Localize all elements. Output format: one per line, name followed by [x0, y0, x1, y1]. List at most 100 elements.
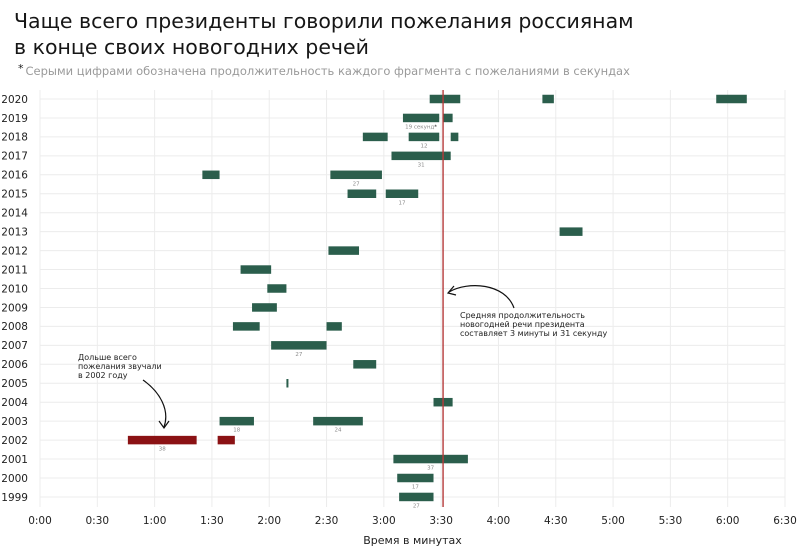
y-axis-tick-labels: 2020 2019 2018 2017 2016 2015 2014 2013 2012 2011… — [1, 94, 28, 504]
bar-2006-21 — [353, 360, 377, 369]
subtitle-text: Серыми цифрами обозначена продолжительно… — [25, 64, 630, 78]
bar-2020-2 — [716, 94, 747, 104]
duration-label-2017-8: 31 — [418, 162, 425, 168]
x-tick-13: 6:30 — [773, 515, 797, 527]
y-tick-2019: 2019 — [1, 113, 28, 125]
bar-2011-15 — [240, 265, 272, 274]
x-tick-3: 1:30 — [200, 515, 224, 527]
y-tick-2009: 2009 — [1, 302, 28, 314]
y-tick-2003: 2003 — [1, 416, 28, 428]
x-tick-2: 1:00 — [143, 515, 167, 527]
bar-2020-1 — [542, 94, 554, 104]
y-tick-2000: 2000 — [1, 473, 28, 485]
y-tick-2018: 2018 — [1, 132, 28, 144]
duration-label-2018-6: 12 — [420, 143, 427, 149]
x-tick-0: 0:00 — [28, 515, 52, 527]
chart-title-line-1: Чаще всего президенты говорили пожелания… — [14, 9, 634, 33]
y-tick-2011: 2011 — [1, 264, 28, 276]
bar-2002-27 — [217, 435, 235, 445]
annotation-2002-line-2: пожелания звучали — [78, 362, 162, 371]
bar-2009-17 — [252, 303, 277, 312]
bar-2018-7 — [450, 132, 459, 142]
bar-2018-6 — [408, 132, 440, 142]
bar-2007-20 — [271, 341, 327, 350]
annotation-2002: Дольше всего пожелания звучали в 2002 го… — [78, 353, 170, 430]
chart-title-line-2: в конце своих новогодних речей — [14, 35, 369, 59]
y-tick-2007: 2007 — [1, 340, 28, 352]
annotation-mean: Средняя продолжительность новогодней реч… — [446, 285, 607, 338]
x-tick-6: 3:00 — [372, 515, 396, 527]
duration-label-2019-3: 19 секунд* — [405, 124, 437, 130]
x-axis-tick-labels: 0:00 0:30 1:00 1:30 2:00 2:30 3:00 3:30 4:00 4:30… — [28, 515, 797, 527]
y-tick-2006: 2006 — [1, 359, 28, 371]
bar-2015-12 — [385, 189, 419, 198]
bar-2016-9 — [202, 170, 220, 180]
bar-2010-16 — [267, 284, 287, 293]
bar-2018-5 — [362, 132, 388, 142]
annotation-mean-arrow — [448, 285, 515, 309]
bar-2008-19 — [326, 322, 342, 331]
bar-2008-18 — [232, 322, 260, 331]
x-tick-9: 4:30 — [544, 515, 568, 527]
bar-2003-25 — [313, 416, 363, 426]
annotation-2002-line-1: Дольше всего — [78, 353, 137, 362]
duration-label-2016-10: 27 — [353, 181, 360, 187]
duration-label-2015-12: 17 — [398, 200, 405, 206]
duration-labels: 19 секунд* 12 31 27 17 27 18 24 38 37 17 27 — [159, 124, 438, 509]
x-tick-7: 3:30 — [429, 515, 453, 527]
y-tick-2005: 2005 — [1, 378, 28, 390]
chart-title: Чаще всего президенты говорили пожелания… — [14, 8, 784, 60]
annotation-2002-line-3: в 2002 году — [78, 371, 128, 380]
bar-2012-14 — [328, 246, 360, 255]
y-tick-2010: 2010 — [1, 283, 28, 295]
duration-label-2003-25: 24 — [335, 428, 342, 434]
x-tick-11: 5:30 — [659, 515, 683, 527]
x-tick-8: 4:00 — [487, 515, 511, 527]
bar-2000-29 — [397, 473, 434, 483]
y-tick-2020: 2020 — [1, 94, 28, 106]
y-tick-2017: 2017 — [1, 151, 28, 163]
duration-label-2007-20: 27 — [295, 352, 302, 358]
y-tick-2008: 2008 — [1, 321, 28, 333]
bar-1999-30 — [399, 492, 434, 502]
bars — [127, 94, 747, 502]
annotation-mean-line-2: новогодней речи президента — [460, 320, 585, 329]
duration-label-star-2019: * — [434, 124, 437, 130]
y-tick-2004: 2004 — [1, 397, 28, 409]
bar-2020-0 — [429, 94, 461, 104]
annotation-mean-line-1: Средняя продолжительность — [460, 311, 585, 320]
bar-2013-13 — [559, 227, 583, 236]
annotation-mean-arrowhead — [446, 285, 457, 296]
bar-2019-4 — [443, 113, 453, 123]
subtitle-asterisk: * — [18, 62, 24, 75]
duration-label-2001-28: 37 — [427, 466, 434, 472]
bar-2016-10 — [330, 170, 382, 180]
chart-subtitle: * Серыми цифрами обозначена продолжительн… — [18, 62, 788, 78]
bar-2017-8 — [391, 151, 451, 161]
x-tick-12: 6:00 — [716, 515, 740, 527]
x-axis-label: Время в минутах — [363, 534, 462, 547]
x-tick-4: 2:00 — [257, 515, 281, 527]
annotation-mean-line-3: составляет 3 минуты и 31 секунду — [460, 329, 607, 338]
duration-label-2002-26: 38 — [159, 447, 166, 453]
bar-2003-24 — [219, 416, 254, 426]
bar-2005-22 — [286, 379, 289, 388]
y-tick-2013: 2013 — [1, 226, 28, 238]
y-tick-2001: 2001 — [1, 454, 28, 466]
bar-2015-11 — [347, 189, 377, 198]
x-tick-1: 0:30 — [86, 515, 110, 527]
bar-2001-28 — [393, 454, 468, 464]
duration-label-2003-24: 18 — [233, 428, 240, 434]
y-tick-2015: 2015 — [1, 189, 28, 201]
bar-2002-26 — [127, 435, 197, 445]
y-tick-2012: 2012 — [1, 245, 28, 257]
annotation-2002-arrowhead — [158, 420, 170, 430]
y-tick-2016: 2016 — [1, 170, 28, 182]
y-tick-1999: 1999 — [1, 492, 28, 504]
bar-2019-3 — [402, 113, 440, 123]
annotation-2002-arrow — [142, 379, 167, 428]
duration-label-1999-30: 27 — [413, 503, 420, 509]
x-tick-10: 5:00 — [601, 515, 625, 527]
duration-label-2000-29: 17 — [412, 485, 419, 491]
